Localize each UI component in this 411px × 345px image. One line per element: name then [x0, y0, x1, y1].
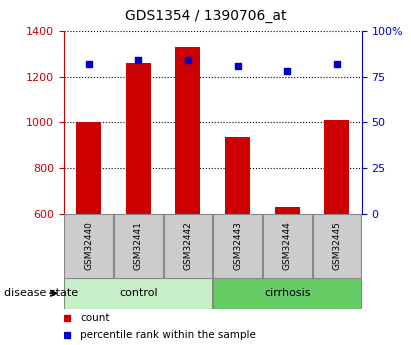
Bar	[213, 278, 361, 309]
Bar	[213, 214, 262, 278]
Text: GSM32440: GSM32440	[84, 221, 93, 270]
Bar	[324, 120, 349, 214]
Bar	[164, 214, 212, 278]
Point	[135, 58, 141, 63]
Text: count: count	[80, 313, 110, 323]
Bar	[76, 122, 101, 214]
Text: GSM32445: GSM32445	[332, 221, 342, 270]
Bar	[275, 207, 300, 214]
Bar	[225, 137, 250, 214]
Text: control: control	[119, 288, 157, 298]
Text: GSM32442: GSM32442	[183, 221, 192, 270]
Point	[85, 61, 92, 67]
Text: disease state: disease state	[4, 288, 78, 298]
Bar	[126, 63, 150, 214]
Bar	[312, 214, 361, 278]
Bar	[175, 47, 200, 214]
Bar	[263, 214, 312, 278]
Text: percentile rank within the sample: percentile rank within the sample	[80, 331, 256, 340]
Point	[234, 63, 241, 69]
Text: GSM32443: GSM32443	[233, 221, 242, 270]
Text: cirrhosis: cirrhosis	[264, 288, 310, 298]
Bar	[64, 214, 113, 278]
Point	[185, 58, 191, 63]
Bar	[64, 278, 212, 309]
Text: GSM32444: GSM32444	[283, 221, 292, 270]
Point	[334, 61, 340, 67]
Text: GDS1354 / 1390706_at: GDS1354 / 1390706_at	[125, 9, 286, 23]
Bar	[114, 214, 162, 278]
Point	[284, 69, 291, 74]
Text: GSM32441: GSM32441	[134, 221, 143, 270]
